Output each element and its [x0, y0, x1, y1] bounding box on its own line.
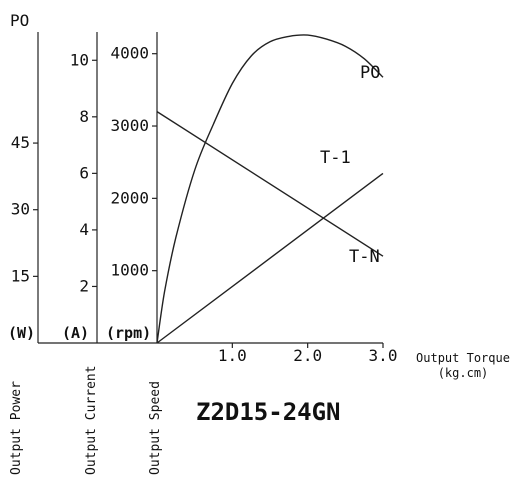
current-tick-label: 4	[79, 220, 89, 239]
series-t-1-label: T-1	[320, 148, 351, 168]
power-axis-name: Output Power	[9, 381, 24, 475]
x-tick-label: 2.0	[293, 346, 322, 365]
chart-title: Z2D15-24GN	[196, 398, 341, 426]
x-tick-label: 1.0	[218, 346, 247, 365]
power-tick-label: 15	[11, 266, 30, 285]
current-tick-label: 2	[79, 276, 89, 295]
series-t-n-label: T-N	[349, 247, 380, 267]
current-tick-label: 10	[70, 50, 89, 69]
power-tick-label: 45	[11, 133, 30, 152]
power-axis-header: PO	[10, 11, 29, 30]
current-tick-label: 8	[79, 107, 89, 126]
speed-tick-label: 3000	[110, 116, 149, 135]
series-t-1-curve	[156, 172, 384, 344]
speed-axis-name: Output Speed	[148, 381, 163, 475]
speed-tick-label: 2000	[110, 188, 149, 207]
current-tick-label: 6	[79, 163, 89, 182]
power-unit-label: (W)	[8, 324, 35, 342]
series-po-label: PO	[360, 63, 380, 83]
speed-tick-label: 1000	[110, 261, 149, 280]
speed-unit-label: (rpm)	[106, 324, 151, 342]
x-axis-name: Output Torque	[416, 351, 510, 365]
current-axis-name: Output Current	[84, 365, 99, 475]
x-tick-label: 3.0	[369, 346, 398, 365]
speed-tick-label: 4000	[110, 44, 149, 63]
series-po-curve	[156, 34, 384, 344]
x-axis-unit: (kg.cm)	[438, 366, 489, 380]
power-tick-label: 30	[11, 200, 30, 219]
series-t-n-curve	[156, 111, 384, 257]
current-unit-label: (A)	[62, 324, 89, 342]
